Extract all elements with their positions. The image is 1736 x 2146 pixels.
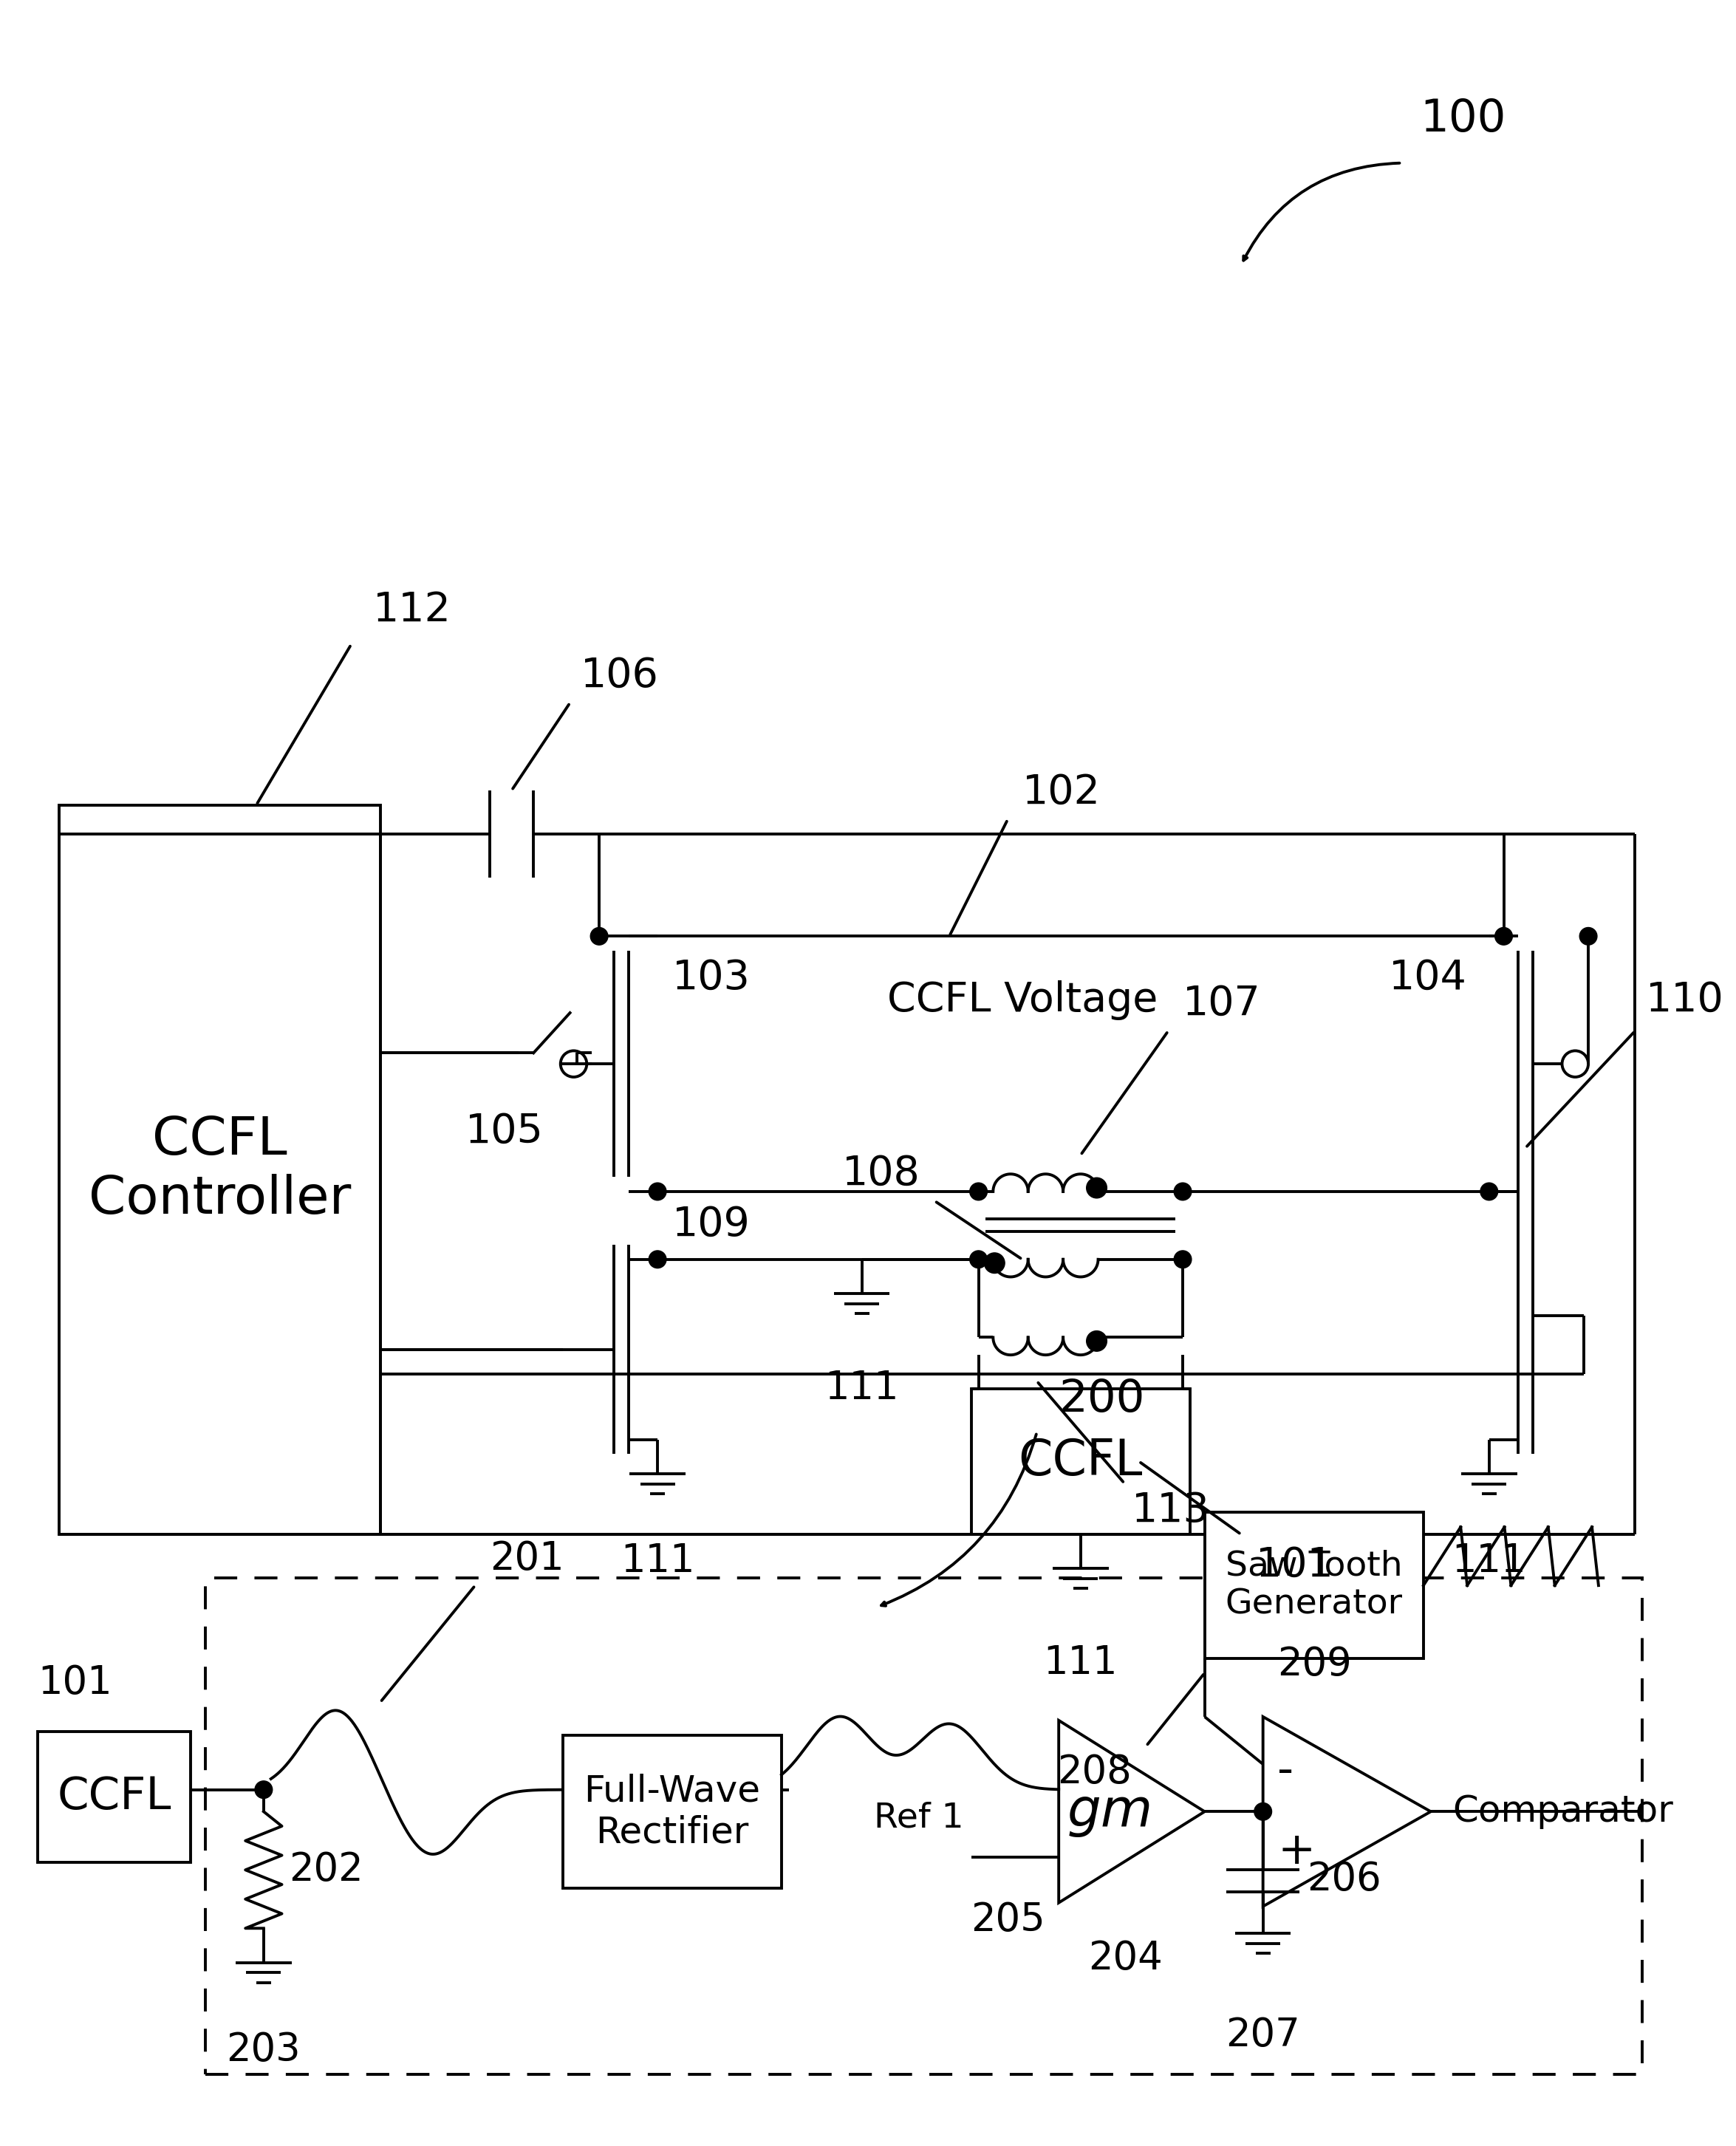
Circle shape: [649, 1251, 667, 1268]
Text: 208: 208: [1057, 1753, 1132, 1792]
Text: 109: 109: [672, 1204, 750, 1245]
Text: 101: 101: [1255, 1545, 1333, 1586]
Text: 106: 106: [582, 657, 660, 695]
Text: Full-Wave
Rectifier: Full-Wave Rectifier: [583, 1773, 760, 1850]
Text: 113: 113: [1132, 1491, 1210, 1530]
Text: 111: 111: [1043, 1644, 1118, 1682]
Circle shape: [255, 1781, 273, 1798]
Text: 104: 104: [1389, 957, 1467, 998]
Text: 110: 110: [1646, 981, 1724, 1019]
Bar: [205, 1577, 1642, 2075]
Text: gm: gm: [1068, 1785, 1153, 1837]
Text: Saw Tooth
Generator: Saw Tooth Generator: [1226, 1549, 1403, 1620]
Circle shape: [1580, 927, 1597, 944]
Text: 102: 102: [1023, 773, 1101, 811]
Bar: [38, 1732, 191, 1863]
Text: 103: 103: [672, 957, 750, 998]
Text: 204: 204: [1088, 1940, 1163, 1979]
Circle shape: [1253, 1803, 1272, 1820]
Text: 203: 203: [226, 2030, 300, 2069]
Text: CCFL: CCFL: [57, 1775, 172, 1820]
Circle shape: [1087, 1331, 1108, 1352]
Circle shape: [970, 1251, 988, 1268]
Text: +: +: [1278, 1831, 1316, 1873]
Text: 111: 111: [620, 1541, 694, 1579]
Text: Ref 1: Ref 1: [873, 1803, 963, 1835]
Bar: [970, 1388, 1191, 1534]
Text: 100: 100: [1420, 97, 1505, 142]
Text: 206: 206: [1307, 1861, 1382, 1899]
Text: 105: 105: [465, 1112, 543, 1150]
Text: 111: 111: [825, 1369, 899, 1408]
Circle shape: [590, 927, 608, 944]
Text: 202: 202: [290, 1850, 363, 1888]
Text: 108: 108: [842, 1155, 920, 1193]
Text: 101: 101: [38, 1663, 111, 1702]
Text: 209: 209: [1278, 1646, 1352, 1685]
Bar: [59, 805, 380, 1534]
Text: 111: 111: [1451, 1541, 1526, 1579]
Circle shape: [984, 1253, 1005, 1273]
Circle shape: [970, 1182, 988, 1200]
Text: 205: 205: [970, 1901, 1045, 1940]
Text: 207: 207: [1226, 2015, 1300, 2054]
Circle shape: [1174, 1182, 1191, 1200]
Text: CCFL
Controller: CCFL Controller: [89, 1114, 351, 1225]
Text: 107: 107: [1182, 983, 1260, 1024]
Text: -: -: [1278, 1749, 1293, 1794]
Circle shape: [1481, 1182, 1498, 1200]
Circle shape: [1174, 1251, 1191, 1268]
Text: CCFL: CCFL: [1019, 1438, 1142, 1485]
Circle shape: [649, 1182, 667, 1200]
Circle shape: [1495, 927, 1512, 944]
Text: CCFL Voltage: CCFL Voltage: [887, 981, 1158, 1019]
Circle shape: [1087, 1178, 1108, 1197]
Text: 112: 112: [373, 590, 451, 631]
Bar: [562, 1734, 781, 1888]
Text: 200: 200: [1059, 1378, 1144, 1421]
Text: 201: 201: [490, 1539, 564, 1577]
Text: Comparator: Comparator: [1453, 1794, 1674, 1828]
Bar: [1205, 1513, 1424, 1659]
